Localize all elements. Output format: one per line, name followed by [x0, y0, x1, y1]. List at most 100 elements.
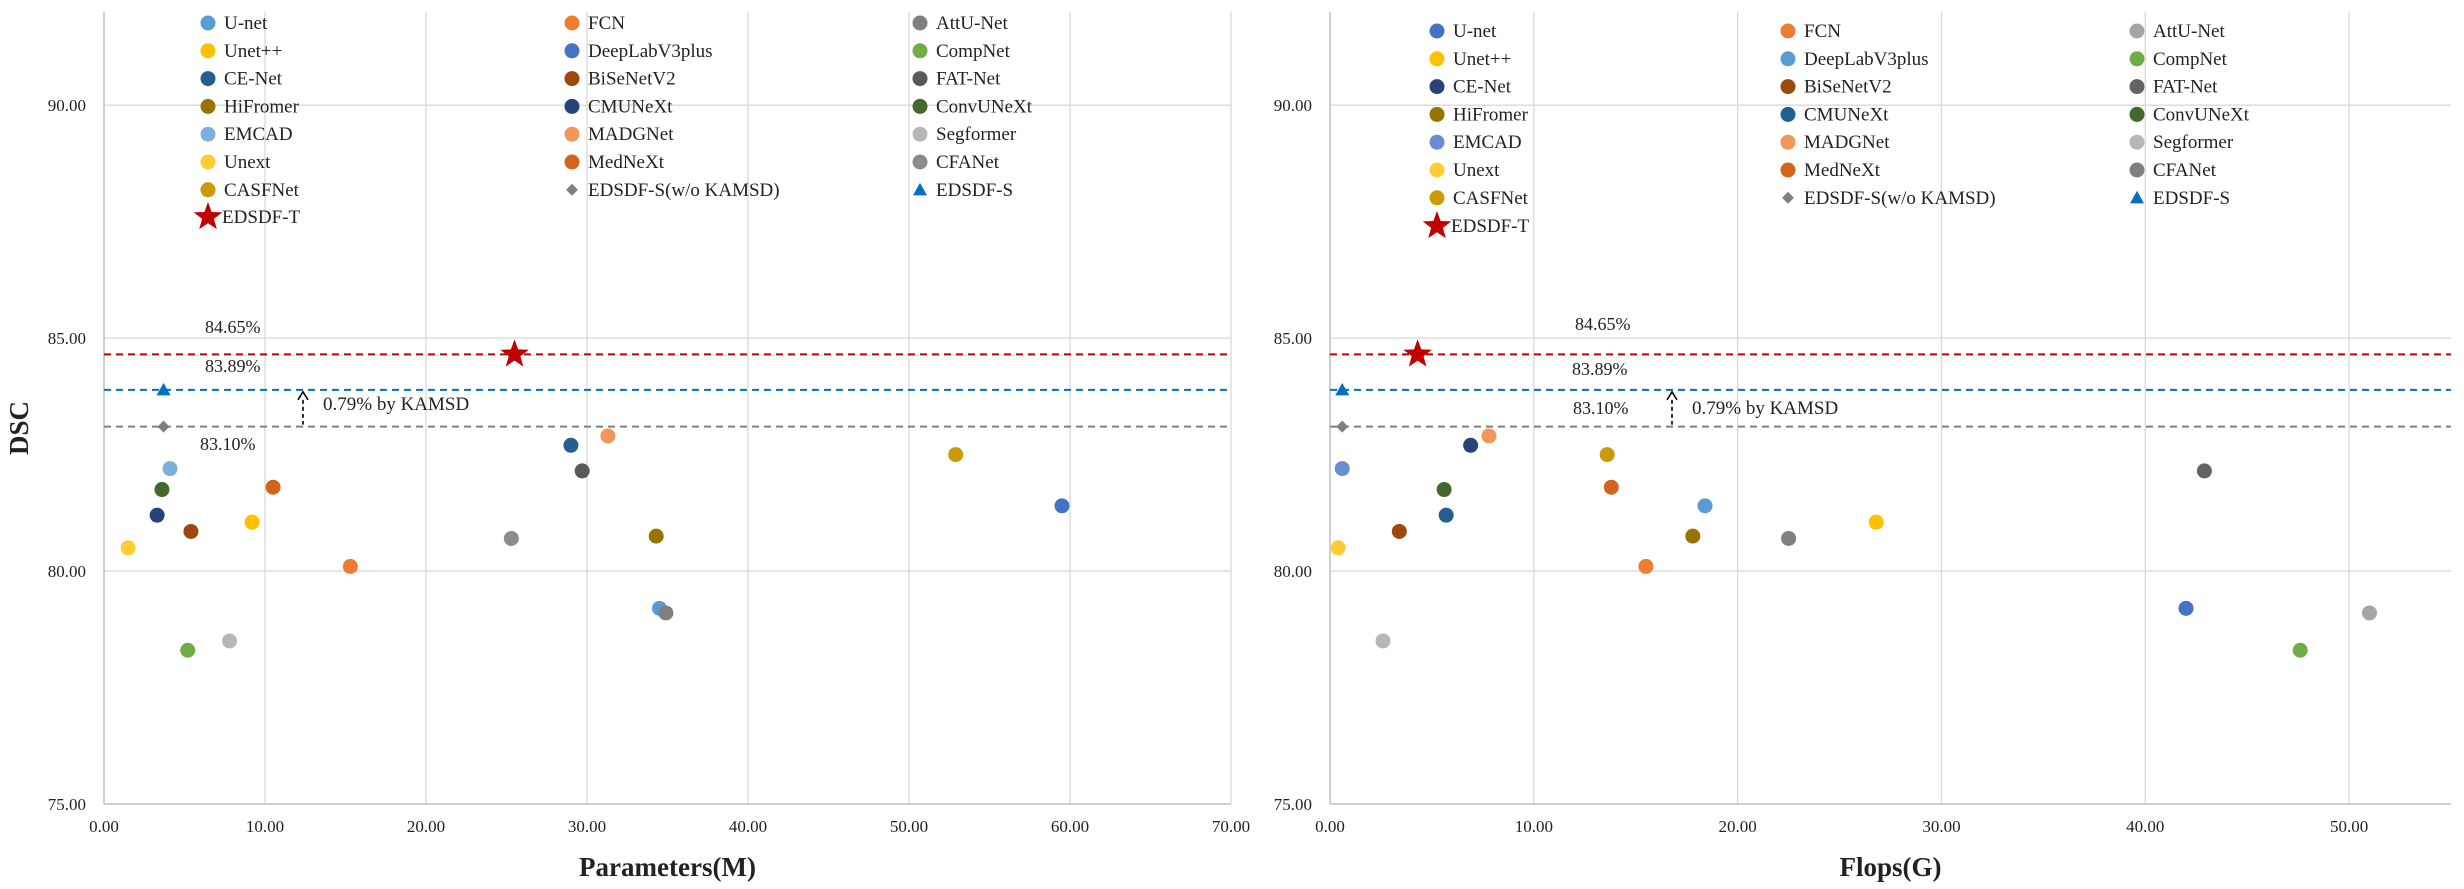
legend-marker — [2129, 106, 2145, 122]
legend-marker — [193, 202, 223, 230]
x-tick-label: 50.00 — [2330, 817, 2368, 836]
legend-label: HiFromer — [1453, 104, 1529, 125]
data-point-cfanet — [1781, 530, 1797, 546]
data-point-deeplabv3plus — [1697, 498, 1713, 514]
y-tick-label: 80.00 — [1274, 562, 1312, 581]
legend-marker — [912, 43, 928, 59]
legend-label: BiSeNetV2 — [1804, 77, 1892, 98]
data-point-segformer — [1375, 633, 1391, 649]
legend-marker — [1780, 162, 1796, 178]
x-tick-label: 10.00 — [1515, 817, 1553, 836]
data-point-unet — [1868, 514, 1884, 530]
legend-label: MADGNet — [588, 124, 674, 145]
legend-label: ConvUNeXt — [2153, 104, 2250, 125]
legend-label: CE-Net — [1453, 77, 1512, 98]
x-axis-title: Flops(G) — [1839, 852, 1941, 882]
legend-marker — [200, 126, 216, 142]
data-point-cmunext — [1438, 507, 1454, 523]
legend-marker — [1422, 211, 1452, 239]
data-point-edsdf-t — [1403, 339, 1432, 367]
data-point-hifromer — [1685, 528, 1701, 544]
legend-label: DeepLabV3plus — [1804, 49, 1929, 70]
legend-marker — [564, 15, 580, 31]
data-point-cmunext — [149, 507, 165, 523]
legend-label: CASFNet — [1453, 188, 1529, 209]
legend-marker — [2129, 79, 2145, 95]
legend-marker — [1780, 134, 1796, 150]
legend-marker — [1429, 106, 1445, 122]
y-tick-label: 90.00 — [48, 96, 86, 115]
data-point-edsdf-s-w-o-kamsd — [157, 420, 170, 433]
x-tick-label: 40.00 — [2126, 817, 2164, 836]
x-tick-label: 30.00 — [1922, 817, 1960, 836]
legend-label: AttU-Net — [936, 13, 1008, 34]
x-tick-label: 40.00 — [729, 817, 767, 836]
y-tick-label: 75.00 — [48, 795, 86, 814]
legend-marker — [200, 43, 216, 59]
data-point-convunext — [154, 482, 170, 498]
data-point-compnet — [180, 642, 196, 658]
x-tick-label: 20.00 — [1719, 817, 1757, 836]
data-point-unext — [120, 540, 136, 556]
data-point-edsdf-s — [1335, 382, 1350, 396]
data-point-ce-net — [1463, 437, 1479, 453]
x-tick-label: 10.00 — [246, 817, 284, 836]
x-tick-label: 60.00 — [1051, 817, 1089, 836]
legend-marker — [912, 15, 928, 31]
data-point-edsdf-s-w-o-kamsd — [1336, 420, 1349, 433]
reference-line-label: 83.10% — [1573, 398, 1629, 418]
legend-marker — [1780, 79, 1796, 95]
reference-line-label: 83.10% — [200, 434, 256, 454]
legend-marker — [564, 43, 580, 59]
data-point-attu-net — [658, 605, 674, 621]
kamsd-arrow-head — [297, 390, 309, 401]
legend-marker — [913, 182, 927, 196]
chart-legend: U-net FCN AttU-Net Unet++ DeepLabV3plus CompN… — [193, 13, 1033, 230]
legend-label: EDSDF-T — [1451, 216, 1530, 237]
legend-marker — [1780, 51, 1796, 67]
legend-marker — [912, 154, 928, 170]
reference-line-label: 83.89% — [1572, 359, 1628, 379]
data-point-u-net — [2178, 600, 2194, 616]
data-point-hifromer — [648, 528, 664, 544]
data-point-bisenetv2 — [183, 523, 199, 539]
legend-marker — [1429, 23, 1445, 39]
data-point-fcn — [342, 558, 358, 574]
legend-marker — [564, 98, 580, 114]
legend-label: FCN — [588, 13, 625, 34]
data-point-casfnet — [1599, 447, 1615, 463]
legend-marker — [1429, 162, 1445, 178]
legend-marker — [200, 71, 216, 87]
data-point-fat-net — [2196, 463, 2212, 479]
y-axis-title: DSC — [4, 401, 34, 455]
legend-label: CompNet — [936, 41, 1011, 62]
legend-label: EDSDF-S — [936, 180, 1013, 201]
data-point-emcad — [1334, 461, 1350, 477]
legend-marker — [1429, 79, 1445, 95]
legend-marker — [200, 98, 216, 114]
legend-label: Segformer — [2153, 132, 2234, 153]
y-tick-label: 80.00 — [48, 562, 86, 581]
data-point-bisenetv2 — [1391, 523, 1407, 539]
data-point-fat-net — [574, 463, 590, 479]
data-point-madgnet — [1481, 428, 1497, 444]
reference-line-label: 84.65% — [1575, 314, 1631, 334]
data-point-unext — [1330, 540, 1346, 556]
legend-marker — [1780, 23, 1796, 39]
legend-label: U-net — [1453, 21, 1497, 42]
legend-label: Segformer — [936, 124, 1017, 145]
legend-label: MedNeXt — [1804, 160, 1881, 181]
kamsd-annotation-text: 0.79% by KAMSD — [1692, 398, 1838, 419]
legend-label: CFANet — [2153, 160, 2217, 181]
x-tick-label: 50.00 — [890, 817, 928, 836]
legend-label: CASFNet — [224, 180, 300, 201]
legend-label: Unet++ — [1453, 49, 1511, 70]
legend-label: EMCAD — [224, 124, 293, 145]
legend-label: EDSDF-T — [222, 207, 301, 228]
y-tick-label: 90.00 — [1274, 96, 1312, 115]
legend-marker — [912, 98, 928, 114]
kamsd-arrow-head — [1666, 390, 1678, 401]
legend-label: Unext — [224, 152, 271, 173]
reference-line-label: 83.89% — [205, 356, 261, 376]
legend-label: CMUNeXt — [588, 96, 673, 117]
